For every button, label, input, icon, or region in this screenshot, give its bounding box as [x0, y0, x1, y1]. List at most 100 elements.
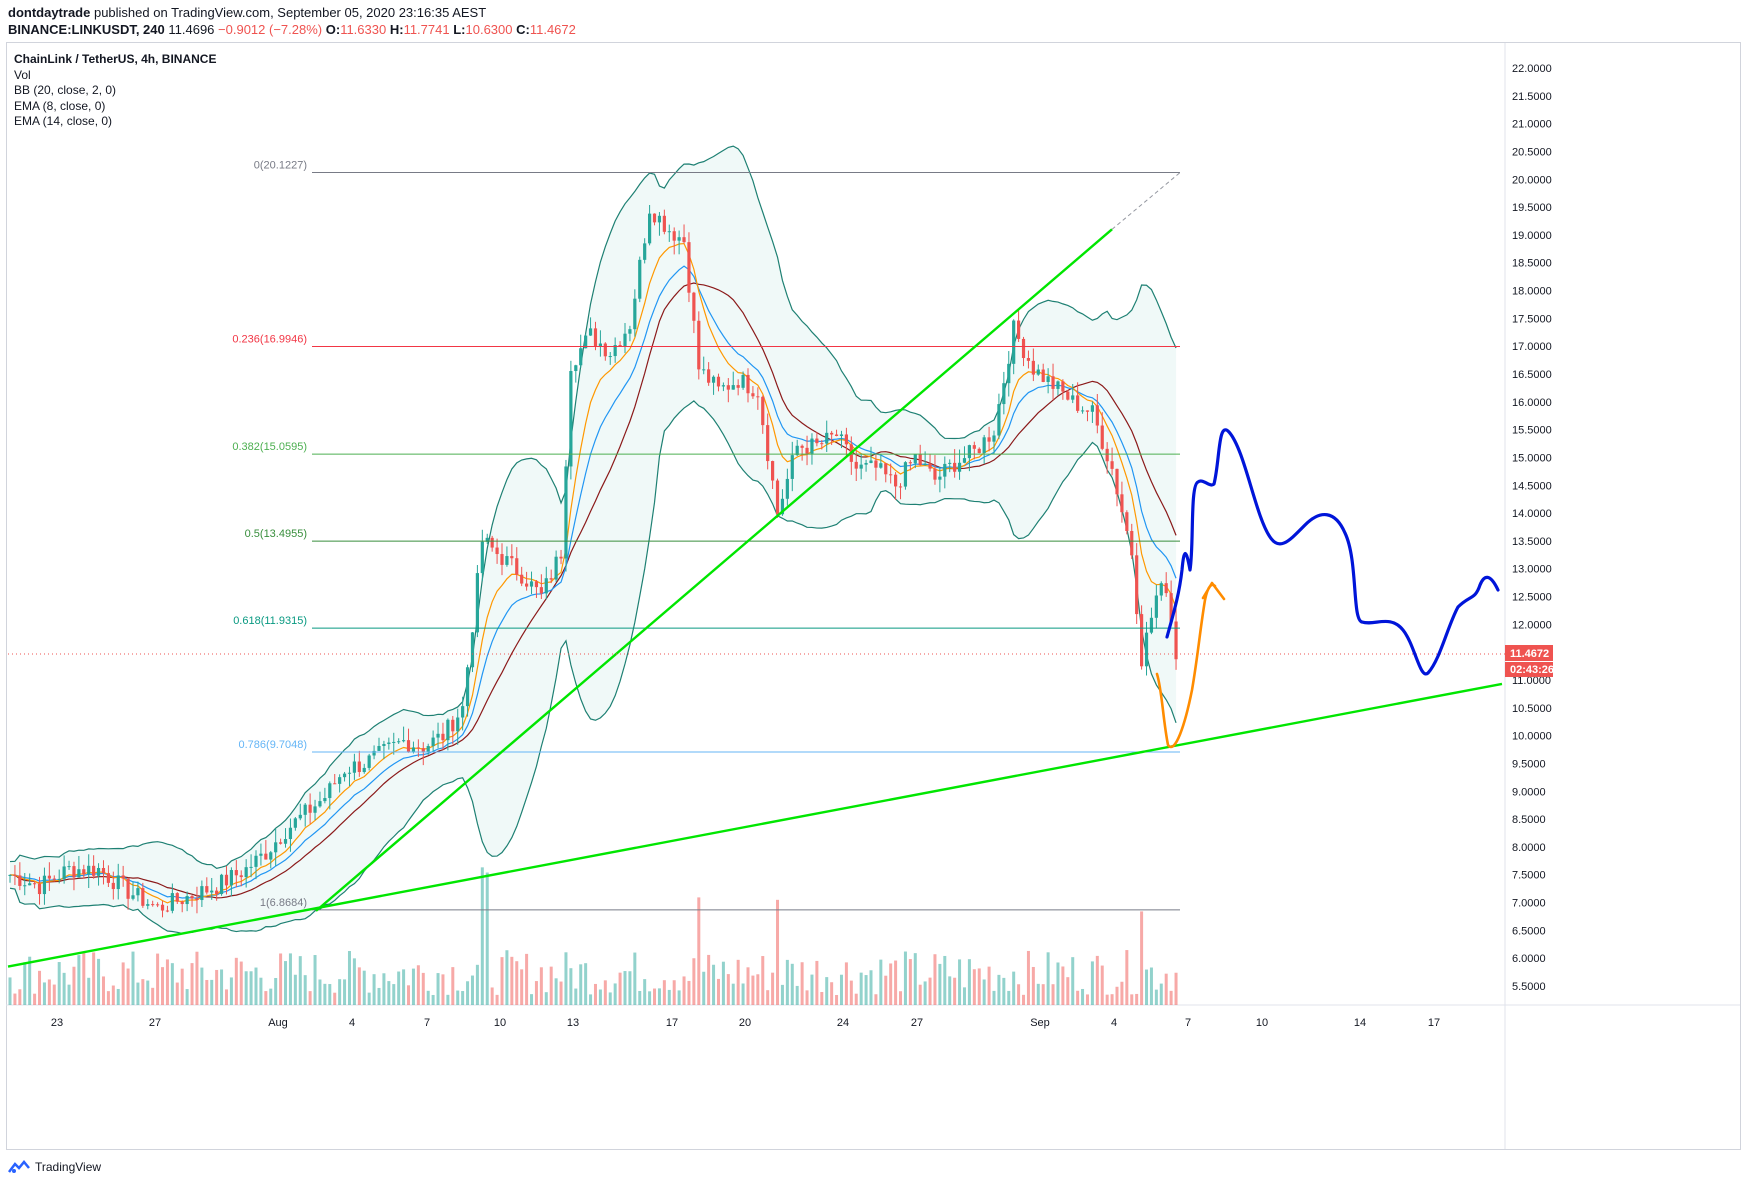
volume-bar — [839, 974, 843, 1005]
volume-bar — [672, 980, 676, 1005]
volume-bar — [106, 991, 110, 1005]
candle-body — [756, 396, 760, 398]
candle-body — [215, 890, 219, 895]
candle-body — [298, 814, 302, 819]
volume-bar — [101, 976, 105, 1005]
volume-bar — [293, 974, 297, 1005]
volume-bar — [613, 983, 617, 1005]
candle-body — [402, 740, 406, 742]
volume-bar — [982, 979, 986, 1005]
volume-bar — [328, 984, 332, 1005]
candle-body — [52, 878, 56, 880]
volume-bar — [180, 968, 184, 1005]
volume-bar — [510, 956, 514, 1005]
volume-bar — [1051, 984, 1055, 1005]
fib-level-label: 0(20.1227) — [254, 159, 307, 171]
volume-bar — [490, 987, 494, 1005]
volume-bar — [436, 973, 440, 1005]
candle-body — [229, 870, 233, 886]
volume-bar — [564, 952, 568, 1005]
legend-bb[interactable]: BB (20, close, 2, 0) — [14, 83, 117, 97]
volume-bar — [42, 982, 46, 1005]
volume-bar — [362, 970, 366, 1005]
volume-bar — [87, 977, 91, 1005]
candle-body — [190, 896, 194, 899]
candle-body — [254, 855, 258, 867]
footer-brand[interactable]: TradingView — [8, 1160, 101, 1174]
volume-bar — [756, 974, 760, 1005]
candle-body — [682, 237, 686, 243]
chart-frame[interactable] — [6, 42, 1741, 1150]
volume-bar — [1066, 977, 1070, 1005]
candle-body — [618, 345, 622, 347]
candle-body — [731, 385, 735, 390]
y-tick-label: 22.0000 — [1512, 63, 1552, 75]
volume-bar — [677, 990, 681, 1005]
volume-bar — [1041, 984, 1045, 1005]
volume-bar — [884, 975, 888, 1005]
legend-ema14[interactable]: EMA (14, close, 0) — [14, 114, 113, 128]
volume-bar — [864, 975, 868, 1005]
volume-bar — [205, 979, 209, 1005]
candle-body — [195, 898, 199, 901]
candle-body — [1130, 530, 1134, 556]
candle-body — [662, 215, 666, 232]
legend-ema8[interactable]: EMA (8, close, 0) — [14, 98, 106, 113]
y-tick-label: 15.0000 — [1512, 452, 1552, 464]
volume-bar — [62, 972, 66, 1005]
candle-body — [328, 783, 332, 799]
volume-bar — [534, 981, 538, 1005]
volume-bar — [648, 991, 652, 1005]
volume-bar — [707, 954, 711, 1005]
volume-bar — [357, 967, 361, 1005]
candle-body — [416, 747, 420, 749]
y-tick-label: 20.5000 — [1512, 146, 1552, 158]
y-tick-label: 12.5000 — [1512, 592, 1552, 604]
candle-body — [200, 886, 204, 901]
y-tick-label: 12.0000 — [1512, 619, 1552, 631]
candle-body — [667, 231, 671, 233]
candle-body — [898, 486, 903, 488]
volume-bar — [544, 992, 548, 1005]
fib-level-label: 0.618(11.9315) — [233, 615, 307, 627]
candle-body — [677, 237, 681, 241]
volume-bar — [1110, 994, 1114, 1005]
candle-body — [957, 462, 962, 472]
candle-body — [495, 547, 499, 555]
volume-bar — [903, 951, 907, 1005]
volume-bar — [475, 964, 479, 1005]
candle-body — [505, 556, 509, 565]
candle-body — [810, 438, 814, 454]
candle-body — [318, 801, 322, 807]
volume-bar — [77, 955, 81, 1005]
candle-body — [470, 632, 475, 668]
candle-body — [1031, 360, 1035, 375]
candle-body — [82, 869, 86, 875]
candle-body — [943, 463, 947, 477]
y-tick-label: 5.5000 — [1512, 981, 1546, 993]
publish-line: dontdaytrade published on TradingView.co… — [8, 4, 576, 21]
trend-line-extension — [1111, 172, 1181, 230]
x-tick-label: 7 — [424, 1017, 430, 1029]
close-label: C: — [516, 22, 530, 37]
candle-body — [1169, 593, 1173, 622]
candle-body — [633, 298, 637, 330]
legend-title[interactable]: ChainLink / TetherUS, 4h, BINANCE — [14, 52, 217, 66]
candle-body — [918, 454, 922, 466]
author-name[interactable]: dontdaytrade — [8, 5, 91, 20]
volume-bar — [1159, 983, 1163, 1005]
volume-bar — [352, 958, 356, 1005]
volume-bar — [421, 972, 425, 1005]
candle-body — [1095, 405, 1099, 426]
volume-bar — [1081, 988, 1085, 1005]
legend-vol[interactable]: Vol — [14, 67, 31, 82]
volume-bar — [953, 977, 957, 1005]
candle-body — [377, 745, 381, 751]
volume-bar — [987, 966, 991, 1005]
candle-body — [392, 741, 396, 743]
candle-body — [716, 376, 721, 387]
candle-body — [839, 434, 844, 437]
candle-body — [771, 461, 775, 481]
volume-bar — [574, 988, 578, 1005]
